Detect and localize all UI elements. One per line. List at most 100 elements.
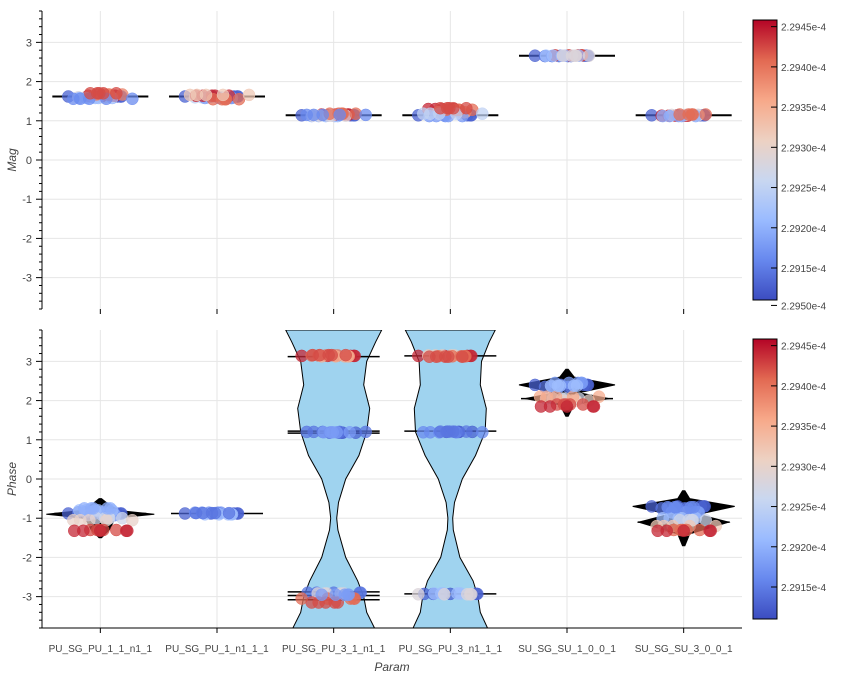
data-point bbox=[242, 88, 256, 102]
data-point bbox=[551, 379, 565, 392]
x-tick-label: PU_SG_PU_3_1_n1_1 bbox=[282, 644, 386, 655]
data-point bbox=[556, 49, 570, 62]
colorbar-tick-label: 2.2915e-4 bbox=[781, 264, 826, 275]
colorbar-tick-label: 2.2935e-4 bbox=[781, 103, 826, 114]
data-point bbox=[101, 502, 114, 515]
data-point bbox=[339, 348, 352, 362]
data-point bbox=[441, 425, 454, 438]
x-tick-label: SU_SG_SU_3_0_0_1 bbox=[635, 644, 733, 655]
data-point bbox=[587, 400, 601, 413]
data-point bbox=[651, 524, 664, 538]
data-point bbox=[412, 588, 425, 601]
colorbar-tick-label: 2.2945e-4 bbox=[781, 342, 826, 353]
data-point bbox=[333, 108, 346, 122]
data-point bbox=[668, 500, 681, 514]
data-point bbox=[430, 350, 443, 363]
colorbar-fill bbox=[752, 338, 778, 620]
data-point bbox=[85, 502, 98, 515]
data-point bbox=[222, 506, 236, 520]
x-tick-label: PU_SG_PU_3_n1_1_1 bbox=[399, 644, 503, 655]
y-tick-label: 0 bbox=[26, 155, 32, 167]
x-tick-label: PU_SG_PU_1_n1_1_1 bbox=[165, 644, 269, 655]
data-point bbox=[315, 588, 328, 601]
colorbar-tick-label: 2.2940e-4 bbox=[781, 382, 826, 393]
colorbar: 2.2915e-4 2.2920e-4 2.2925e-4 2.2930e-4 2.29… bbox=[752, 301, 826, 620]
data-point bbox=[567, 379, 581, 392]
data-point bbox=[699, 108, 712, 121]
panel-mag: -3 -2 -1 0 1 2 3 Mag 2.2915e-4 2.2920e-4 2.2925e-4… bbox=[5, 10, 826, 314]
y-tick-label: -2 bbox=[22, 233, 32, 245]
data-point bbox=[343, 426, 356, 439]
data-point bbox=[460, 101, 473, 115]
data-point bbox=[126, 92, 139, 106]
data-point bbox=[476, 107, 489, 120]
data-point bbox=[438, 588, 451, 601]
data-point bbox=[677, 524, 690, 538]
colorbar-tick-label: 2.2950e-4 bbox=[781, 301, 826, 312]
colorbar-tick-label: 2.2920e-4 bbox=[781, 543, 826, 554]
x-tick-label: PU_SG_PU_1_1_n1_1 bbox=[49, 644, 153, 655]
y-tick-label: -3 bbox=[22, 273, 32, 285]
data-point bbox=[91, 87, 104, 100]
y-tick-label: -3 bbox=[22, 592, 32, 604]
panel-phase: -3 -2 -1 0 1 2 3 PU_SG_PU_1_1_n1_1 PU_SG_PU_1_n1… bbox=[5, 301, 826, 674]
data-point bbox=[534, 400, 548, 413]
data-point bbox=[74, 92, 87, 106]
colorbar-fill bbox=[752, 19, 778, 301]
data-point bbox=[461, 588, 474, 601]
data-point bbox=[359, 108, 372, 122]
data-point bbox=[94, 524, 107, 538]
data-point bbox=[592, 390, 606, 403]
data-point bbox=[329, 588, 342, 601]
colorbar-tick-label: 2.2930e-4 bbox=[781, 462, 826, 473]
data-point bbox=[74, 513, 87, 527]
data-point bbox=[196, 506, 210, 520]
y-axis-label: Phase bbox=[5, 462, 19, 496]
data-point bbox=[216, 88, 230, 102]
data-point bbox=[359, 425, 372, 439]
data-point bbox=[121, 524, 134, 538]
data-point bbox=[126, 513, 139, 527]
plot-body bbox=[46, 330, 735, 628]
violin bbox=[285, 330, 383, 628]
y-tick-label: -1 bbox=[22, 513, 32, 525]
data-point bbox=[424, 107, 437, 120]
colorbar-tick-label: 2.2945e-4 bbox=[781, 23, 826, 34]
colorbar-tick-label: 2.2935e-4 bbox=[781, 422, 826, 433]
colorbar-tick-label: 2.2940e-4 bbox=[781, 63, 826, 74]
data-point bbox=[307, 108, 320, 122]
y-tick-label: 2 bbox=[26, 396, 32, 408]
data-point bbox=[324, 426, 337, 439]
colorbar-tick-label: 2.2915e-4 bbox=[781, 583, 826, 594]
data-point bbox=[110, 87, 123, 100]
data-point bbox=[704, 524, 717, 538]
y-axis-label: Mag bbox=[5, 148, 19, 172]
data-point bbox=[441, 101, 454, 115]
y-tick-label: -2 bbox=[22, 552, 32, 564]
data-point bbox=[673, 108, 686, 121]
colorbar: 2.2915e-4 2.2920e-4 2.2925e-4 2.2930e-4 2.29… bbox=[752, 19, 826, 301]
colorbar-tick-label: 2.2930e-4 bbox=[781, 143, 826, 154]
data-point bbox=[190, 88, 204, 102]
colorbar-tick-label: 2.2925e-4 bbox=[781, 184, 826, 195]
colorbar-tick-label: 2.2925e-4 bbox=[781, 503, 826, 514]
y-tick-label: 0 bbox=[26, 474, 32, 486]
x-tick-label: SU_SG_SU_1_0_0_1 bbox=[518, 644, 616, 655]
y-tick-label: 1 bbox=[26, 116, 32, 128]
data-point bbox=[560, 400, 574, 413]
colorbar-tick-label: 2.2920e-4 bbox=[781, 224, 826, 235]
data-point bbox=[476, 426, 489, 439]
y-tick-label: -1 bbox=[22, 194, 32, 206]
plot-body bbox=[52, 49, 732, 123]
data-point bbox=[68, 524, 81, 538]
x-axis-label: Param bbox=[374, 660, 409, 673]
data-point bbox=[313, 348, 326, 362]
y-tick-label: 3 bbox=[26, 37, 32, 49]
data-point bbox=[460, 425, 473, 438]
y-tick-label: 3 bbox=[26, 356, 32, 368]
y-tick-label: 2 bbox=[26, 77, 32, 89]
y-tick-label: 1 bbox=[26, 435, 32, 447]
violin bbox=[404, 330, 496, 628]
